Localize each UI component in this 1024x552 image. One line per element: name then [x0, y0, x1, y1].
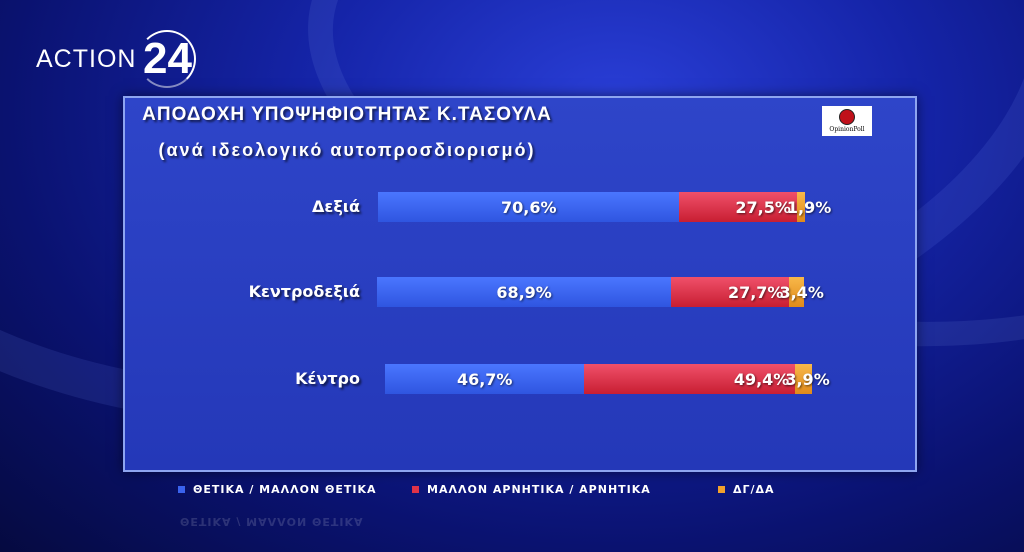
legend-item: ΔΓ/ΔΑ: [718, 483, 775, 496]
bar-segment: 68,9%: [377, 277, 672, 307]
bar-value-label: 1,9%: [786, 197, 832, 217]
legend-swatch: [412, 486, 419, 493]
logo-text: ACTION: [36, 44, 137, 73]
logo-number: 24: [138, 30, 197, 88]
legend-item: ΘΕΤΙΚΑ / ΜΑΛΛΟΝ ΘΕΤΙΚΑ: [178, 483, 377, 496]
bar-value-label: 3,9%: [785, 369, 830, 389]
bar-value-label: 68,9%: [496, 282, 552, 302]
category-label: Δεξιά: [312, 197, 360, 216]
bar-segment: 27,5%: [679, 192, 797, 222]
legend-label: ΜΑΛΛΟΝ ΑΡΝΗΤΙΚΑ / ΑΡΝΗΤΙΚΑ: [427, 483, 651, 496]
pollster-logo-icon: [839, 109, 855, 125]
bar-segment: 49,4%: [584, 364, 796, 394]
bar-value-label: 46,7%: [456, 369, 513, 389]
bar-segment: 1,9%: [787, 192, 831, 222]
logo-ring-icon: [138, 30, 197, 88]
bar-segment: 3,4%: [779, 277, 824, 307]
pollster-badge: OpinionPoll: [822, 106, 872, 136]
bar-segment: 27,7%: [671, 277, 790, 307]
legend-label: ΘΕΤΙΚΑ / ΜΑΛΛΟΝ ΘΕΤΙΚΑ: [193, 483, 377, 496]
bar-value-label: 27,5%: [735, 197, 791, 217]
legend-reflection: ΘΕΤΙΚΑ / ΜΑΛΛΟΝ ΘΕΤΙΚΑ: [180, 515, 364, 528]
bar-value-label: 3,4%: [779, 282, 824, 302]
category-label: Κεντροδεξιά: [248, 282, 360, 301]
legend-label: ΔΓ/ΔΑ: [733, 483, 775, 496]
pollster-name: OpinionPoll: [829, 126, 865, 133]
bar-value-label: 49,4%: [733, 369, 790, 389]
category-label: Κέντρο: [295, 369, 360, 388]
bar-value-label: 27,7%: [727, 282, 784, 302]
legend: ΘΕΤΙΚΑ / ΜΑΛΛΟΝ ΘΕΤΙΚΑ ΜΑΛΛΟΝ ΑΡΝΗΤΙΚΑ / …: [0, 483, 1024, 499]
legend-swatch: [178, 486, 185, 493]
bar-segment: 70,6%: [378, 192, 680, 222]
bar-segment: 3,9%: [785, 364, 830, 394]
bar-value-label: 70,6%: [500, 197, 557, 217]
legend-item: ΜΑΛΛΟΝ ΑΡΝΗΤΙΚΑ / ΑΡΝΗΤΙΚΑ: [412, 483, 651, 496]
bar-segment: 46,7%: [385, 364, 585, 394]
chart-subtitle: (ανά ιδεολογικό αυτοπροσδιορισμό): [158, 140, 536, 160]
legend-swatch: [718, 486, 725, 493]
channel-logo: ACTION 24: [36, 30, 197, 88]
chart-title: ΑΠΟΔΟΧΗ ΥΠΟΨΗΦΙΟΤΗΤΑΣ Κ.ΤΑΣΟΥΛΑ: [142, 104, 552, 125]
